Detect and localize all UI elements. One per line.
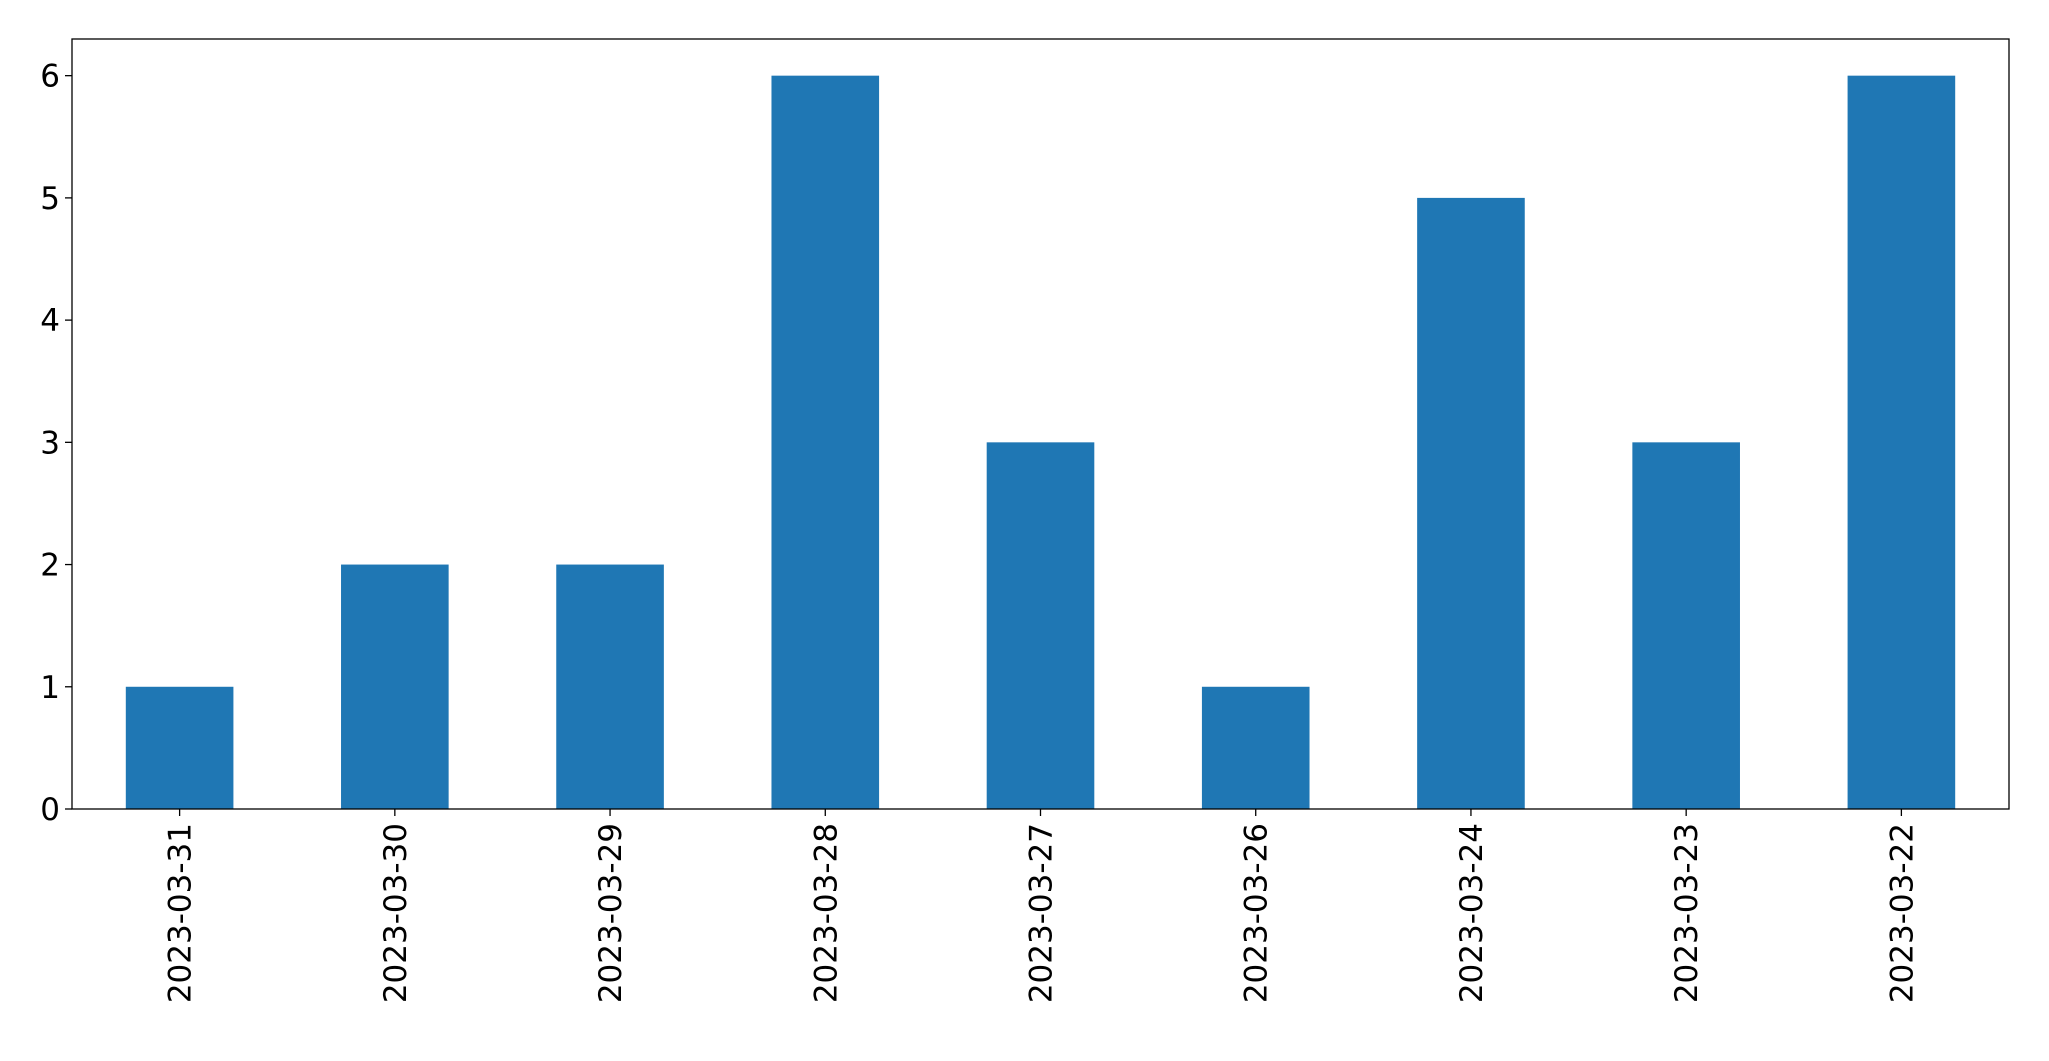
y-tick-label: 6 [40, 59, 60, 95]
bar-2023-03-23 [1632, 442, 1740, 809]
y-tick-label: 3 [40, 425, 60, 461]
bar-2023-03-22 [1847, 75, 1956, 809]
bar-2023-03-28 [771, 75, 880, 809]
bar-2023-03-29 [556, 564, 664, 809]
x-tick-label: 2023-03-31 [163, 823, 199, 1003]
x-tick-label: 2023-03-23 [1669, 823, 1705, 1003]
y-tick-label: 5 [40, 181, 60, 217]
bars [125, 75, 1956, 809]
y-tick-label: 2 [40, 548, 60, 584]
y-tick-label: 4 [40, 303, 60, 339]
x-tick-label: 2023-03-22 [1884, 823, 1920, 1003]
bar-2023-03-24 [1417, 197, 1525, 809]
bar-2023-03-27 [986, 442, 1095, 809]
bar-2023-03-30 [341, 564, 449, 809]
x-tick-label: 2023-03-24 [1454, 823, 1490, 1003]
x-axis: 2023-03-31 2023-03-30 2023-03-29 2023-03-28… [163, 809, 1920, 1003]
axes-frame [71, 38, 2010, 810]
x-tick-label: 2023-03-26 [1239, 823, 1275, 1003]
bar-2023-03-26 [1201, 686, 1310, 809]
y-tick-label: 1 [40, 670, 60, 706]
x-tick-label: 2023-03-30 [378, 823, 414, 1003]
x-tick-label: 2023-03-28 [808, 823, 844, 1003]
bar-2023-03-31 [125, 686, 234, 809]
y-axis: 0 1 2 3 4 5 6 [40, 59, 72, 828]
x-tick-label: 2023-03-27 [1024, 823, 1060, 1003]
x-tick-label: 2023-03-29 [593, 823, 629, 1003]
y-tick-label: 0 [40, 792, 60, 828]
